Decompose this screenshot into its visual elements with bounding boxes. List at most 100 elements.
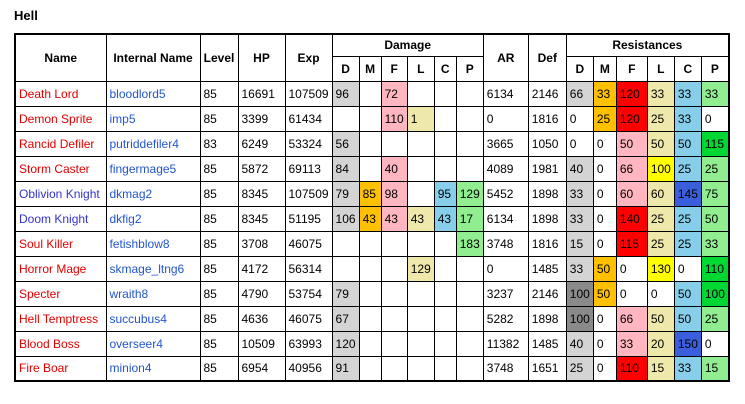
- cell-damage-m: [358, 130, 382, 157]
- cell-internal-name: putriddefiler4: [105, 130, 201, 157]
- page: Hell Name Internal Name Level HP Exp Dam…: [14, 8, 730, 382]
- cell-def: 1898: [527, 305, 567, 332]
- cell-damage-p: 129: [455, 180, 484, 207]
- cell-damage-f: 98: [380, 180, 408, 207]
- table-row: Oblivion Knight dkmag2 85 8345 107509 79 85 98 9…: [14, 180, 730, 207]
- subheader-damage-m: M: [358, 55, 382, 82]
- cell-def: 2146: [527, 280, 567, 307]
- cell-exp: 46075: [284, 305, 333, 332]
- cell-level: 85: [199, 355, 239, 382]
- cell-damage-f: 43: [380, 205, 408, 232]
- cell-resist-f: 33: [615, 330, 648, 357]
- cell-name: Oblivion Knight: [14, 180, 107, 207]
- cell-level: 85: [199, 330, 239, 357]
- cell-damage-c: [433, 355, 457, 382]
- cell-resist-d: 40: [565, 330, 594, 357]
- cell-damage-d: 106: [331, 205, 360, 232]
- cell-damage-f: [380, 230, 408, 257]
- cell-damage-c: [433, 80, 457, 107]
- cell-resist-f: 140: [615, 205, 648, 232]
- cell-damage-p: [455, 355, 484, 382]
- cell-damage-l: 43: [406, 205, 435, 232]
- cell-ar: 6134: [482, 80, 529, 107]
- cell-damage-p: [455, 80, 484, 107]
- cell-def: 1651: [527, 355, 567, 382]
- cell-resist-p: 110: [700, 255, 730, 282]
- table-body: Death Lord bloodlord5 85 16691 107509 96 72 613…: [14, 80, 730, 382]
- cell-exp: 107509: [284, 180, 333, 207]
- cell-resist-m: 0: [592, 330, 617, 357]
- cell-resist-m: 50: [592, 280, 617, 307]
- cell-resist-d: 15: [565, 230, 594, 257]
- cell-resist-c: 50: [673, 130, 702, 157]
- cell-resist-f: 0: [615, 280, 648, 307]
- cell-internal-name: imp5: [105, 105, 201, 132]
- cell-damage-c: [433, 330, 457, 357]
- cell-hp: 6249: [237, 130, 286, 157]
- cell-resist-m: 50: [592, 255, 617, 282]
- subheader-resist-f: F: [615, 55, 648, 82]
- cell-ar: 3748: [482, 355, 529, 382]
- cell-damage-p: [455, 105, 484, 132]
- cell-resist-f: 0: [615, 255, 648, 282]
- cell-level: 85: [199, 80, 239, 107]
- cell-level: 85: [199, 155, 239, 182]
- cell-damage-l: [406, 330, 435, 357]
- cell-resist-p: 75: [700, 180, 730, 207]
- cell-hp: 6954: [237, 355, 286, 382]
- cell-resist-l: 130: [646, 255, 675, 282]
- cell-damage-f: [380, 355, 408, 382]
- cell-damage-f: [380, 130, 408, 157]
- subheader-damage-d: D: [331, 55, 360, 82]
- cell-internal-name: overseer4: [105, 330, 201, 357]
- cell-damage-f: [380, 305, 408, 332]
- cell-damage-c: [433, 155, 457, 182]
- cell-level: 85: [199, 280, 239, 307]
- cell-name: Specter: [14, 280, 107, 307]
- cell-resist-m: 0: [592, 305, 617, 332]
- cell-ar: 3748: [482, 230, 529, 257]
- cell-resist-d: 100: [565, 280, 594, 307]
- cell-damage-m: [358, 255, 382, 282]
- cell-level: 83: [199, 130, 239, 157]
- column-header-exp: Exp: [284, 33, 333, 82]
- table-row: Horror Mage skmage_ltng6 85 4172 56314 129 0 14…: [14, 255, 730, 282]
- cell-resist-l: 60: [646, 180, 675, 207]
- cell-internal-name: fingermage5: [105, 155, 201, 182]
- cell-damage-m: [358, 230, 382, 257]
- cell-damage-m: 85: [358, 180, 382, 207]
- column-header-level: Level: [199, 33, 239, 82]
- cell-resist-c: 33: [673, 355, 702, 382]
- cell-resist-c: 50: [673, 305, 702, 332]
- cell-hp: 8345: [237, 205, 286, 232]
- cell-exp: 46075: [284, 230, 333, 257]
- cell-damage-p: [455, 305, 484, 332]
- cell-name: Fire Boar: [14, 355, 107, 382]
- cell-name: Hell Temptress: [14, 305, 107, 332]
- cell-resist-f: 115: [615, 230, 648, 257]
- cell-resist-l: 25: [646, 230, 675, 257]
- cell-hp: 4636: [237, 305, 286, 332]
- cell-damage-c: [433, 255, 457, 282]
- cell-def: 1816: [527, 105, 567, 132]
- cell-damage-d: [331, 230, 360, 257]
- column-header-hp: HP: [237, 33, 286, 82]
- cell-resist-l: 50: [646, 130, 675, 157]
- cell-resist-f: 120: [615, 80, 648, 107]
- cell-resist-l: 25: [646, 205, 675, 232]
- cell-damage-m: [358, 355, 382, 382]
- table-row: Storm Caster fingermage5 85 5872 69113 84 40 40…: [14, 155, 730, 182]
- cell-resist-c: 0: [673, 255, 702, 282]
- column-header-damage: Damage: [331, 33, 484, 57]
- cell-damage-l: 1: [406, 105, 435, 132]
- cell-damage-l: [406, 155, 435, 182]
- column-header-resistances: Resistances: [565, 33, 730, 57]
- cell-internal-name: fetishblow8: [105, 230, 201, 257]
- cell-damage-d: 56: [331, 130, 360, 157]
- subheader-resist-d: D: [565, 55, 594, 82]
- cell-level: 85: [199, 205, 239, 232]
- cell-name: Doom Knight: [14, 205, 107, 232]
- cell-resist-c: 145: [673, 180, 702, 207]
- cell-damage-c: [433, 230, 457, 257]
- cell-damage-p: 183: [455, 230, 484, 257]
